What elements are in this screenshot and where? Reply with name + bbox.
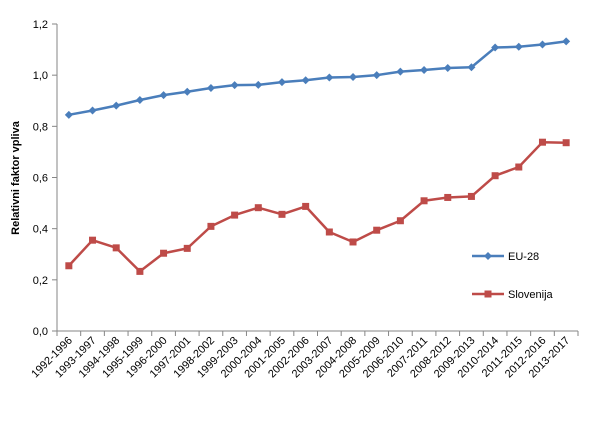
series-slovenija-marker bbox=[467, 192, 475, 200]
series-eu-28-line bbox=[68, 40, 567, 117]
series-slovenija bbox=[65, 138, 570, 275]
series-eu-28-marker bbox=[420, 66, 429, 75]
series-eu-28 bbox=[64, 37, 571, 119]
series-eu-28-marker bbox=[443, 64, 452, 73]
series-eu-28-marker bbox=[64, 110, 73, 119]
y-tick-label: 0,4 bbox=[33, 224, 48, 236]
x-ticks: 1992-19961993-19971994-19981995-19991996… bbox=[29, 331, 579, 380]
series-eu-28-marker bbox=[88, 106, 97, 115]
series-eu-28-marker bbox=[112, 101, 121, 110]
series-slovenija-marker bbox=[538, 138, 546, 146]
series-slovenija-marker bbox=[444, 193, 452, 201]
series-eu-28-marker bbox=[562, 37, 571, 46]
series-slovenija-marker bbox=[136, 267, 144, 275]
series-slovenija-marker bbox=[254, 204, 262, 212]
series-eu-28-marker bbox=[230, 81, 239, 90]
y-ticks: 0,0 0,2 0,4 0,6 0,8 1,0 1,2 bbox=[33, 19, 57, 338]
series-eu-28-marker bbox=[301, 76, 310, 85]
series-eu-28-marker bbox=[372, 71, 381, 80]
series-slovenija-marker bbox=[515, 163, 523, 171]
series-eu-28-marker bbox=[159, 91, 168, 100]
y-tick-label: 0,0 bbox=[33, 326, 48, 338]
series-slovenija-marker bbox=[302, 202, 310, 210]
series-eu-28-marker bbox=[514, 42, 523, 51]
series-slovenija-marker bbox=[349, 238, 357, 246]
series-slovenija-marker bbox=[183, 244, 191, 252]
series-eu-28-marker bbox=[206, 83, 215, 92]
series-slovenija-marker bbox=[207, 222, 215, 230]
y-tick-label: 0,8 bbox=[33, 121, 48, 133]
series-slovenija-marker bbox=[65, 262, 73, 270]
series-eu-28-marker bbox=[183, 87, 192, 96]
series-eu-28-marker bbox=[491, 43, 500, 52]
series-eu-28-marker bbox=[349, 72, 358, 81]
series-slovenija-marker bbox=[420, 197, 428, 205]
series-slovenija-marker bbox=[373, 226, 381, 234]
series-slovenija-marker bbox=[491, 172, 499, 180]
legend-eu-28-marker bbox=[484, 252, 492, 260]
y-tick-label: 0,6 bbox=[33, 173, 48, 185]
legend: EU-28 Slovenija bbox=[472, 251, 554, 301]
series-slovenija-marker bbox=[231, 211, 239, 219]
series-slovenija-marker bbox=[396, 217, 404, 225]
series-eu-28-marker bbox=[254, 80, 263, 89]
legend-label: Slovenija bbox=[508, 289, 554, 301]
series-slovenija-marker bbox=[89, 236, 97, 244]
y-tick-label: 1,2 bbox=[33, 19, 48, 31]
series-eu-28-marker bbox=[325, 73, 334, 82]
series-eu-28-marker bbox=[277, 78, 286, 87]
series-slovenija-marker bbox=[160, 249, 168, 257]
y-tick-label: 0,2 bbox=[33, 275, 48, 287]
legend-item-eu-28: EU-28 bbox=[472, 251, 539, 263]
series-slovenija-marker bbox=[325, 228, 333, 236]
series-group bbox=[64, 37, 571, 275]
y-axis-title: Relativni faktor vpliva bbox=[10, 120, 22, 235]
series-slovenija-marker bbox=[112, 244, 120, 252]
series-slovenija-line bbox=[67, 140, 567, 273]
series-eu-28-marker bbox=[467, 63, 476, 72]
y-tick-label: 1,0 bbox=[33, 70, 48, 82]
series-eu-28-marker bbox=[538, 40, 547, 49]
legend-label: EU-28 bbox=[508, 251, 539, 263]
series-slovenija-marker bbox=[278, 210, 286, 218]
series-eu-28-marker bbox=[396, 67, 405, 76]
series-slovenija-marker bbox=[562, 139, 570, 147]
legend-item-slovenija: Slovenija bbox=[472, 289, 554, 301]
legend-slovenija-marker bbox=[484, 290, 492, 298]
series-eu-28-marker bbox=[135, 95, 144, 104]
